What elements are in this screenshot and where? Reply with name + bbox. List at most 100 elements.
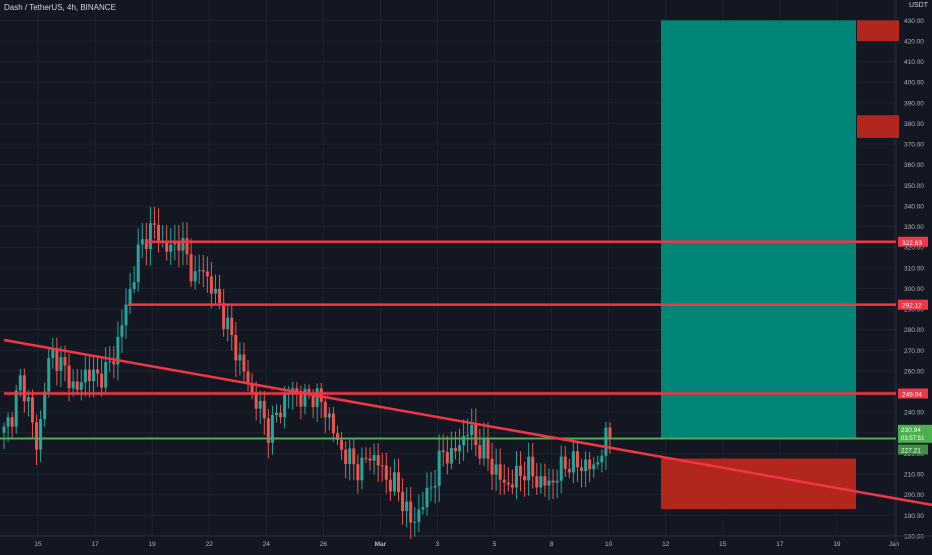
candle-body [462,435,466,446]
candle-body [148,223,152,250]
candle-body [242,354,246,372]
candle-body [531,456,535,477]
candle-body [136,244,140,283]
candle-body [295,388,299,392]
candle-body [514,465,518,488]
y-tick-label: 370.00 [904,142,924,149]
candle-body [453,447,457,452]
candle-body [388,479,392,492]
y-tick-label: 380.00 [904,121,924,128]
x-tick-label: Mar [375,541,387,548]
candle-body [91,369,95,382]
candle-body [108,361,112,363]
price-unit-label: USDT [908,2,928,9]
candle-body [445,452,449,464]
candle-body [470,424,474,436]
x-tick-label: 19 [149,541,157,548]
candle-body [592,464,596,470]
y-tick-label: 410.00 [904,59,924,66]
candle-body [437,450,441,486]
candle-body [331,413,335,434]
y-tick-label: 300.00 [904,286,924,293]
candle-body [563,456,567,469]
x-tick-label: 10 [605,541,613,548]
candle-body [201,270,205,272]
resistance-price-tag [898,299,928,310]
descending-trendline [3,338,932,507]
candle-body [250,384,254,393]
y-tick-label: 320.00 [904,245,924,252]
candle-body [307,388,311,394]
candle-body [311,393,315,408]
x-tick-label: 15 [719,541,727,548]
candle-body [43,391,47,420]
candle-body [234,335,238,361]
y-tick-label: 400.00 [904,80,924,87]
candle-body [523,476,527,481]
candle-body [6,417,10,427]
candle-body [185,238,189,255]
candle-body [14,390,18,427]
candle-body [356,464,360,481]
candle-body [580,467,584,472]
candle-body [246,371,250,385]
candle-body [498,464,502,480]
candle-body [116,336,120,365]
candle-body [79,382,83,390]
candle-body [157,224,161,243]
candle-body [344,449,348,465]
candle-body [409,501,413,523]
candle-body [181,238,185,251]
target-zone [661,20,856,439]
candle-body [270,415,274,443]
candle-body [39,419,43,450]
y-tick-label: 290.00 [904,307,924,314]
candle-body [323,401,327,418]
candle-body [258,400,262,409]
x-tick-label: 19 [833,541,841,548]
candle-body [584,459,588,472]
x-tick-label: 24 [263,541,271,548]
candle-body [213,288,217,294]
candle-body [226,317,230,330]
candle-body [368,458,372,461]
support-price-label: 227.21 [901,448,921,455]
price-scale-marker [857,115,899,138]
candle-body [474,424,478,446]
candle-body [340,439,344,450]
y-tick-label: 340.00 [904,203,924,210]
resistance-price-label: 249.04 [902,392,922,399]
candle-body [608,427,612,438]
candle-body [303,388,307,407]
y-tick-label: 270.00 [904,348,924,355]
x-tick-label: 5 [493,541,497,548]
candle-body [83,369,87,383]
candle-body [555,480,559,483]
candle-body [274,412,278,416]
candle-body [165,241,169,252]
candle-body [559,456,563,481]
candle-body [18,375,22,391]
candle-body [100,373,104,388]
x-tick-label: 3 [436,541,440,548]
candle-body [600,455,604,463]
last-price-label: 230.94 [901,427,921,434]
candle-body [490,458,494,475]
candle-body [429,487,433,489]
y-tick-label: 240.00 [904,410,924,417]
candle-body [348,448,352,465]
candle-body [413,521,417,523]
support-price-tag [898,444,928,455]
y-tick-label: 210.00 [904,472,924,479]
candle-body [478,445,482,459]
candle-body [327,413,331,418]
candle-body [238,354,242,361]
candle-body [75,381,79,390]
candle-body [336,433,340,440]
y-tick-label: 430.00 [904,18,924,25]
last-price-timer: 03:57:51 [901,436,925,442]
candle-body [222,302,226,330]
y-tick-label: 310.00 [904,265,924,272]
